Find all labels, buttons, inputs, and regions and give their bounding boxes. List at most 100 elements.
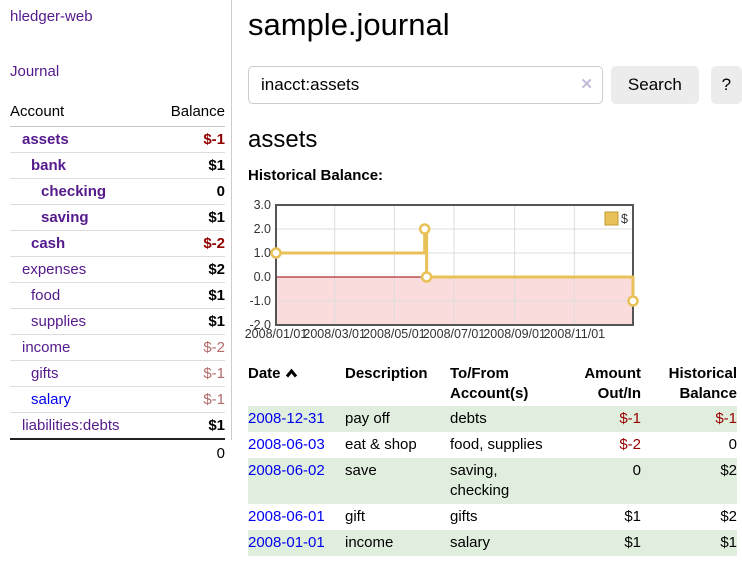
svg-text:$: $ [621,212,628,226]
account-balance: $-1 [153,386,225,413]
account-link-bank[interactable]: bank [31,157,67,174]
balance-column-header: Balance [153,100,225,127]
transaction-accounts: debts [450,406,550,432]
account-balance: $2 [153,256,225,283]
transaction-date-link[interactable]: 2008-12-31 [248,410,325,427]
account-balance: $1 [153,412,225,440]
svg-text:-2.0: -2.0 [249,318,271,332]
account-balance: $-2 [153,230,225,257]
accounts-table: Account Balance assets $-1 bank $1 check… [10,100,225,467]
transaction-description: save [345,458,450,504]
register-header-amount: Amount Out/In [584,365,641,402]
transaction-accounts: gifts [450,508,478,525]
register-table: Date Description To/From Account(s) Amou… [248,362,737,556]
transaction-balance: $-1 [641,406,737,432]
account-balance: $1 [153,204,225,231]
account-link-gifts[interactable]: gifts [31,365,59,382]
account-row: income $-2 [10,334,225,361]
register-header-row: Date Description To/From Account(s) Amou… [248,362,737,406]
search-form: ✕ Search ? [248,66,742,104]
account-balance: 0 [153,178,225,205]
sidebar: hledger-web Journal Account Balance asse… [0,0,232,467]
sidebar-item-journal[interactable]: Journal [10,63,60,80]
search-input[interactable] [248,66,603,104]
accounts-header-row: Account Balance [10,100,225,127]
account-row: cash $-2 [10,230,225,257]
help-button[interactable]: ? [710,66,742,104]
transaction-date-link[interactable]: 2008-01-01 [248,534,325,551]
account-balance: $1 [153,282,225,309]
account-link-assets[interactable]: assets [22,131,69,148]
transaction-balance: $1 [641,530,737,556]
transaction-description: pay off [345,406,450,432]
account-link-food[interactable]: food [31,287,61,304]
account-link-checking[interactable]: checking [41,183,107,200]
register-row: 2008-06-02 save saving, checking 0 $2 [248,458,737,504]
transaction-accounts: food, supplies [450,436,543,453]
transaction-balance: $2 [720,508,737,525]
chart-title: Historical Balance: [248,167,384,184]
account-row: bank $1 [10,152,225,179]
account-row: saving $1 [10,204,225,231]
svg-text:3.0: 3.0 [254,198,271,212]
svg-text:2008/09/01: 2008/09/01 [483,327,546,341]
account-heading: assets [248,126,318,153]
transaction-amount: $-2 [619,436,641,453]
account-link-liabilities-debts[interactable]: liabilities:debts [22,417,120,434]
register-row: 2008-01-01 income salary $1 $1 [248,530,737,556]
register-row: 2008-12-31 pay off debts $-1 $-1 [248,406,737,432]
transaction-date-link[interactable]: 2008-06-03 [248,436,325,453]
accounts-total-row: 0 [10,438,225,467]
svg-text:1.0: 1.0 [254,246,271,260]
account-link-saving[interactable]: saving [41,209,89,226]
account-link-salary[interactable]: salary [31,391,72,408]
search-button[interactable]: Search [610,66,699,104]
account-balance: $-1 [153,360,225,387]
transaction-description: eat & shop [345,436,417,453]
account-row: checking 0 [10,178,225,205]
register-header-accounts: To/From Account(s) [450,365,529,402]
register-header-description: Description [345,365,428,382]
account-link-income[interactable]: income [22,339,71,356]
svg-text:0.0: 0.0 [254,270,271,284]
transaction-amount: 0 [550,458,641,504]
register-row: 2008-06-01 gift gifts $1 $2 [248,504,737,530]
transaction-amount: $-1 [550,406,641,432]
register-header-date[interactable]: Date [248,362,345,406]
transaction-amount: $1 [624,508,641,525]
register-header-balance: Historical Balance [668,365,737,402]
transaction-balance: $2 [641,458,737,504]
account-row: supplies $1 [10,308,225,335]
svg-text:2.0: 2.0 [254,222,271,236]
clear-search-icon[interactable]: ✕ [580,76,593,93]
page-title: sample.journal [248,7,450,42]
account-row: food $1 [10,282,225,309]
account-row: expenses $2 [10,256,225,283]
account-balance: $1 [153,152,225,179]
transaction-description: income [345,530,450,556]
transaction-accounts: salary [450,530,550,556]
account-balance: $-1 [153,126,225,153]
account-link-cash[interactable]: cash [31,235,66,252]
svg-text:2008/05/01: 2008/05/01 [363,327,426,341]
svg-text:2008/03/01: 2008/03/01 [303,327,366,341]
account-row: gifts $-1 [10,360,225,387]
account-balance: $-2 [153,334,225,361]
account-row: assets $-1 [10,126,225,153]
transaction-description: gift [345,508,366,525]
account-link-expenses[interactable]: expenses [22,261,87,278]
svg-text:-1.0: -1.0 [249,294,271,308]
transaction-date-link[interactable]: 2008-06-01 [248,508,325,525]
accounts-total-value: 0 [153,438,225,467]
account-row: liabilities:debts $1 [10,412,225,440]
svg-text:2008/11/01: 2008/11/01 [543,327,605,341]
account-column-header: Account [10,100,154,127]
historical-balance-chart: 2008/01/012008/03/012008/05/012008/07/01… [245,198,639,341]
register-row: 2008-06-03 eat & shop food, supplies $-2… [248,432,737,458]
svg-text:2008/01/01: 2008/01/01 [245,327,308,341]
main-content: sample.journal ✕ Search ? assets Histori… [245,0,742,556]
transaction-date-link[interactable]: 2008-06-02 [248,462,325,479]
transaction-amount: $1 [550,530,641,556]
account-link-supplies[interactable]: supplies [31,313,87,330]
app-brand-link[interactable]: hledger-web [10,8,93,25]
